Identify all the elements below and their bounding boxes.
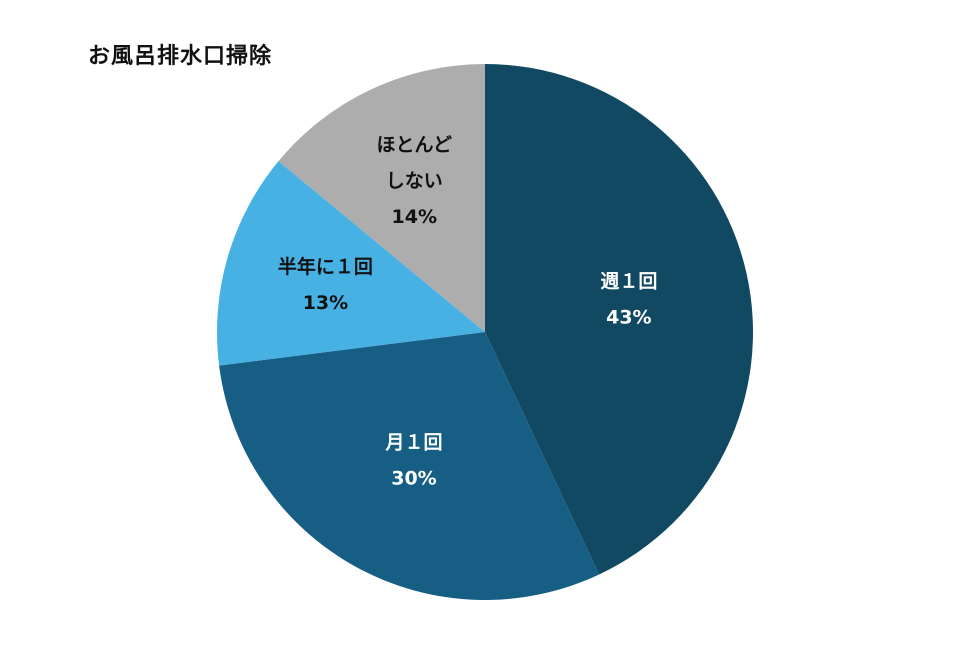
slice-category-label: ほとんど [377,134,452,156]
chart-title: お風呂排水口掃除 [88,44,273,69]
slice-category-label: 半年に１回 [278,255,373,278]
slice-category-label: 週１回 [600,270,657,292]
slice-value-label: 43% [606,306,651,328]
slice-value-label: 30% [391,468,436,490]
slice-category-label: 月１回 [384,432,442,454]
pie-slice [217,161,486,366]
slice-value-label: 13% [303,292,348,314]
slice-category-label: しない [386,170,443,192]
pie-slice [219,332,600,600]
pie-slice [278,64,485,332]
slice-value-label: 14% [392,206,437,228]
pie-slice [485,64,753,575]
